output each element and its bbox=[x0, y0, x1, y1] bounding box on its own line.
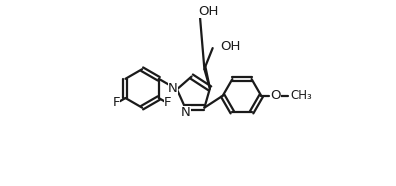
Text: OH: OH bbox=[198, 5, 218, 18]
Text: N: N bbox=[168, 82, 178, 95]
Text: F: F bbox=[164, 96, 171, 109]
Text: N: N bbox=[181, 106, 191, 119]
Text: OH: OH bbox=[220, 40, 240, 53]
Text: F: F bbox=[112, 96, 120, 109]
Text: O: O bbox=[270, 89, 281, 102]
Text: CH₃: CH₃ bbox=[291, 89, 312, 102]
